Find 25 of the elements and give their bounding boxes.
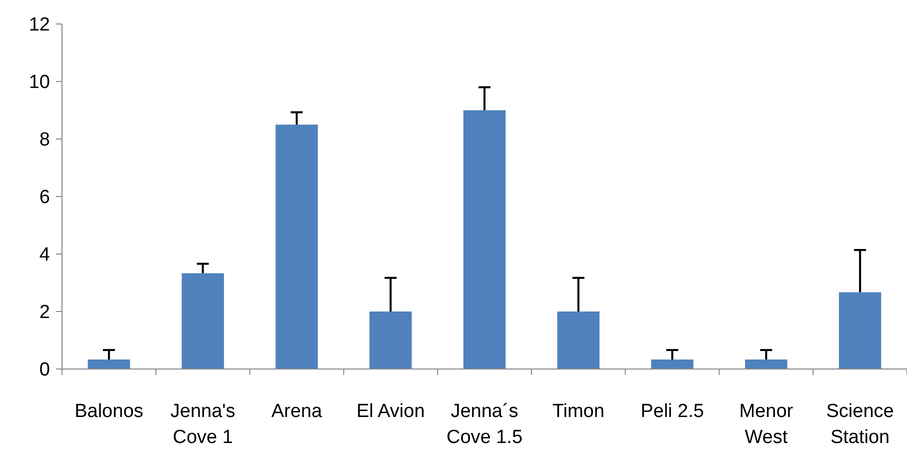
y-tick-label: 0 (39, 360, 50, 381)
bar (557, 312, 600, 369)
y-tick-label: 12 (28, 14, 50, 36)
y-tick-label: 4 (39, 244, 50, 266)
y-tick-label: 10 (28, 72, 50, 94)
bar (651, 360, 694, 369)
bar (88, 360, 130, 369)
x-tick-label: Jenna´s Cove 1.5 (446, 401, 523, 448)
x-tick-label: Timon (552, 401, 604, 422)
y-tick-label: 6 (39, 187, 50, 208)
y-tick-label: 2 (39, 302, 50, 324)
bar (745, 360, 788, 369)
x-tick-label: Jenna's Cove 1 (170, 401, 236, 448)
x-tick-label: Balonos (74, 401, 144, 422)
x-tick-label: Arena (271, 401, 323, 422)
bar (369, 312, 412, 369)
x-tick-label: Science Station (826, 401, 894, 448)
x-tick-label: Peli 2.5 (640, 401, 704, 422)
bar (182, 273, 224, 369)
bar (276, 124, 318, 369)
bar (838, 292, 882, 369)
bar (463, 110, 506, 369)
x-tick-label: El Avion (356, 401, 425, 422)
y-tick-label: 8 (39, 130, 50, 151)
x-tick-label: Menor West (739, 401, 794, 448)
